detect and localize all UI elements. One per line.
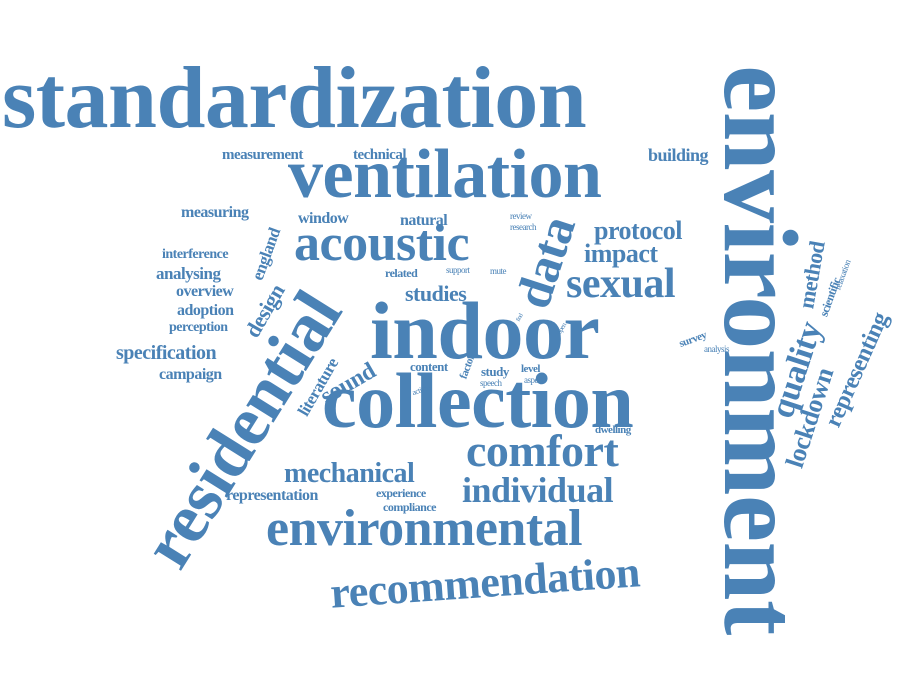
- word-mute: mute: [490, 266, 507, 276]
- word-protocol: protocol: [594, 216, 682, 245]
- word-specification: specification: [116, 342, 217, 364]
- word-overview: overview: [176, 283, 234, 300]
- word-collection: collection: [322, 357, 634, 444]
- word-study: study: [481, 364, 509, 379]
- word-england: england: [247, 225, 285, 283]
- word-recommendation: recommendation: [328, 547, 642, 618]
- word-speech: speech: [480, 378, 502, 388]
- word-representation: representation: [226, 487, 318, 504]
- word-level: level: [521, 363, 540, 375]
- word-research: research: [510, 222, 536, 232]
- word-aspect: aspect: [524, 375, 544, 385]
- word-individual: individual: [462, 470, 614, 510]
- word-indoor: indoor: [370, 285, 600, 376]
- word-comfort: comfort: [466, 425, 619, 476]
- word-ventilation: ventilation: [288, 136, 602, 213]
- word-campaign: campaign: [159, 366, 222, 383]
- word-acoustic: acoustic: [294, 215, 470, 272]
- word-mechanical: mechanical: [284, 458, 415, 489]
- word-building: building: [648, 145, 709, 165]
- word-experience: experience: [376, 486, 426, 500]
- word-standardization: standardization: [2, 50, 587, 147]
- word-compliance: compliance: [383, 500, 437, 514]
- word-support: support: [446, 265, 470, 275]
- word-dwelling: dwelling: [595, 424, 631, 436]
- word-studies: studies: [405, 281, 467, 306]
- word-measuring: measuring: [181, 204, 249, 221]
- word-measurement: measurement: [222, 147, 303, 163]
- word-review: review: [510, 211, 532, 221]
- word-adoption: adoption: [177, 302, 234, 319]
- word-relaxation: relaxation: [832, 258, 853, 292]
- word-interference: interference: [162, 247, 229, 262]
- word-related: related: [385, 266, 418, 280]
- word-technical: technical: [353, 147, 407, 163]
- word-natural: natural: [400, 212, 448, 229]
- word-window: window: [298, 210, 349, 227]
- word-environmental: environmental: [266, 500, 583, 557]
- word-impact: impact: [584, 239, 658, 268]
- word-analysing: analysing: [156, 264, 221, 283]
- word-perception: perception: [169, 320, 228, 335]
- word-analysis: analysis: [704, 344, 730, 354]
- word-sexual: sexual: [566, 261, 676, 307]
- word-content: content: [410, 359, 448, 374]
